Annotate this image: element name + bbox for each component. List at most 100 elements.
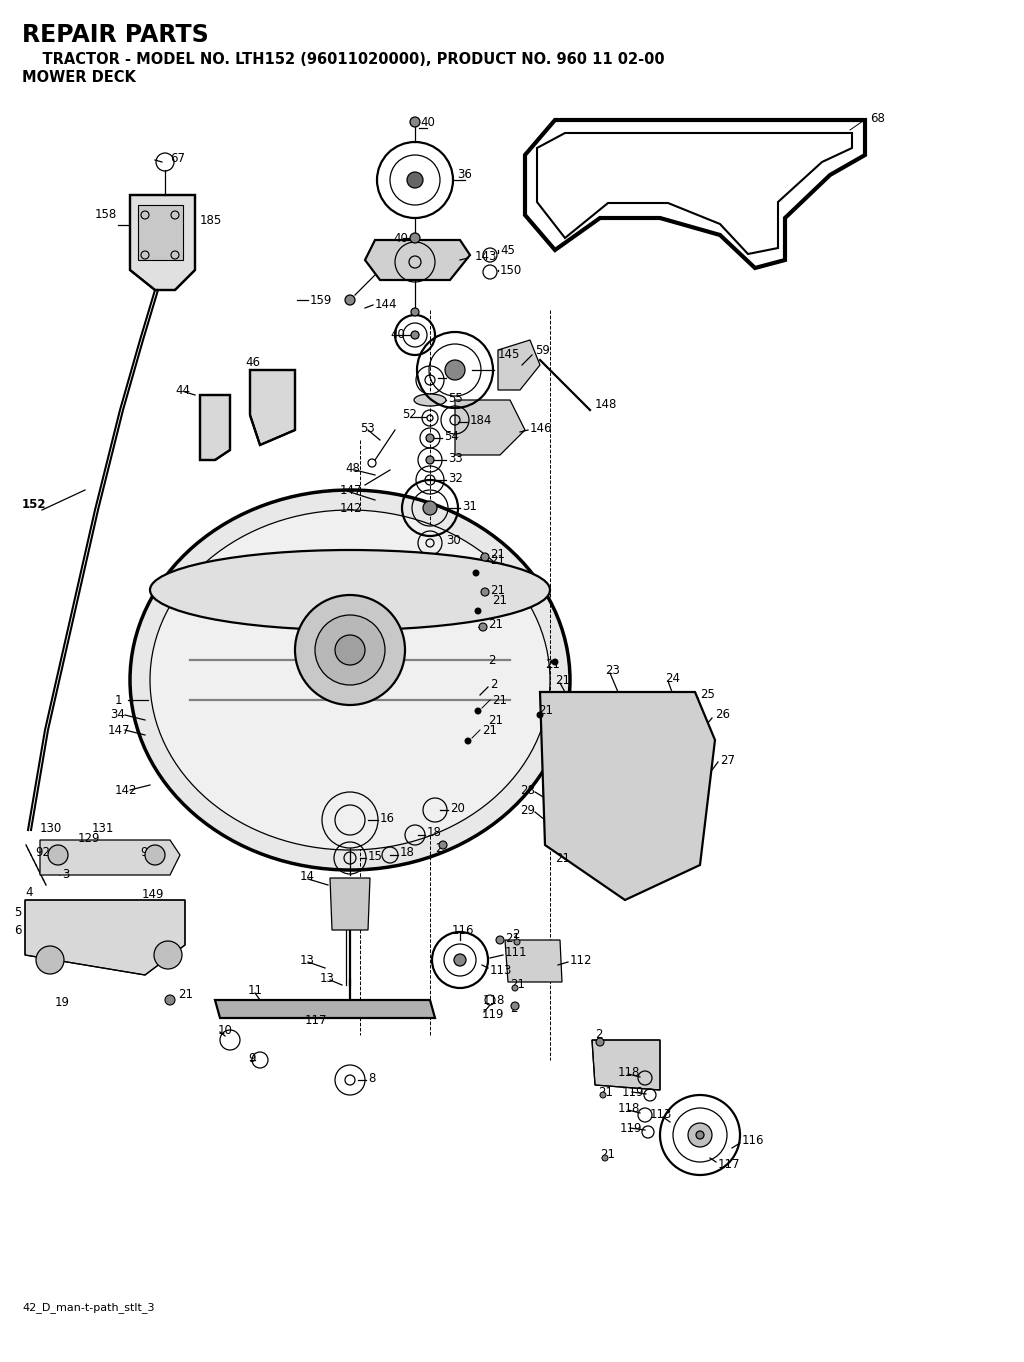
Text: 9: 9: [248, 1051, 256, 1065]
Bar: [138, 206, 183, 260]
Text: 14: 14: [300, 870, 315, 884]
Circle shape: [407, 172, 423, 188]
Text: 18: 18: [427, 827, 442, 839]
Text: 36: 36: [457, 169, 472, 181]
Text: 56: 56: [449, 369, 463, 381]
Circle shape: [537, 712, 543, 718]
Text: 21: 21: [505, 932, 520, 944]
Text: 40: 40: [390, 328, 404, 342]
Text: 33: 33: [449, 451, 463, 464]
Text: 144: 144: [375, 298, 397, 312]
Text: 159: 159: [310, 293, 333, 306]
Circle shape: [345, 296, 355, 305]
Text: 142: 142: [115, 783, 137, 797]
Text: 2: 2: [490, 678, 498, 692]
Text: 21: 21: [178, 989, 193, 1001]
Text: 6: 6: [14, 923, 22, 937]
Text: 185: 185: [200, 214, 222, 226]
Circle shape: [481, 588, 489, 597]
Polygon shape: [130, 195, 195, 290]
Text: 13: 13: [319, 971, 335, 985]
Text: 147: 147: [108, 723, 130, 737]
Circle shape: [512, 985, 518, 992]
Text: 119: 119: [482, 1008, 505, 1022]
Text: 21: 21: [510, 978, 525, 992]
Polygon shape: [498, 340, 540, 390]
Text: 8: 8: [368, 1072, 376, 1084]
Text: MOWER DECK: MOWER DECK: [22, 69, 136, 84]
Text: 21: 21: [492, 594, 507, 606]
Circle shape: [600, 1092, 606, 1098]
Text: 48: 48: [345, 462, 359, 474]
Circle shape: [295, 595, 406, 706]
Text: 21: 21: [490, 549, 505, 561]
Text: 1: 1: [115, 693, 123, 707]
Text: 55: 55: [449, 391, 463, 405]
Circle shape: [145, 844, 165, 865]
Polygon shape: [592, 1041, 660, 1090]
Text: 46: 46: [245, 355, 260, 369]
Circle shape: [410, 117, 420, 127]
Circle shape: [475, 607, 481, 614]
Text: 19: 19: [55, 996, 70, 1008]
Text: 67: 67: [170, 151, 185, 165]
Circle shape: [602, 1155, 608, 1160]
Ellipse shape: [414, 394, 446, 406]
Text: 118: 118: [483, 993, 506, 1007]
Text: 158: 158: [95, 208, 118, 222]
Text: 44: 44: [175, 384, 190, 396]
Text: 116: 116: [452, 923, 474, 937]
Circle shape: [552, 659, 558, 665]
Polygon shape: [200, 395, 230, 460]
Circle shape: [696, 1130, 705, 1139]
Text: 16: 16: [380, 812, 395, 824]
Text: 28: 28: [520, 783, 535, 797]
Text: 4: 4: [25, 887, 33, 899]
Text: 184: 184: [470, 414, 493, 426]
Text: REPAIR PARTS: REPAIR PARTS: [22, 23, 209, 48]
Text: 21: 21: [482, 723, 497, 737]
Circle shape: [688, 1124, 712, 1147]
Circle shape: [335, 635, 365, 665]
Text: 3: 3: [62, 869, 70, 881]
Text: 111: 111: [505, 945, 527, 959]
Circle shape: [481, 553, 489, 561]
Circle shape: [154, 941, 182, 968]
Text: 32: 32: [449, 471, 463, 485]
Text: 21: 21: [598, 1086, 613, 1099]
Polygon shape: [540, 692, 715, 900]
Text: 21: 21: [555, 673, 570, 686]
Text: 149: 149: [142, 888, 165, 902]
Text: 18: 18: [400, 847, 415, 859]
Text: 2: 2: [510, 1001, 517, 1015]
Text: 119: 119: [622, 1086, 644, 1099]
Text: 27: 27: [720, 753, 735, 767]
Polygon shape: [455, 400, 525, 455]
Text: 142: 142: [340, 501, 362, 515]
Circle shape: [426, 456, 434, 464]
Text: 2: 2: [488, 654, 496, 666]
Text: 40: 40: [393, 232, 408, 245]
Text: 21: 21: [490, 553, 505, 567]
Text: 21: 21: [488, 714, 503, 726]
Text: 146: 146: [530, 421, 553, 434]
Text: 20: 20: [450, 801, 465, 814]
Text: 52: 52: [402, 409, 417, 421]
Text: 5: 5: [14, 906, 22, 918]
Circle shape: [410, 233, 420, 242]
Text: 11: 11: [248, 983, 263, 997]
Text: 30: 30: [446, 534, 461, 548]
Text: 26: 26: [715, 708, 730, 722]
Text: 21: 21: [492, 693, 507, 707]
Circle shape: [36, 947, 63, 974]
Text: 2: 2: [435, 842, 442, 854]
Text: 117: 117: [305, 1013, 328, 1027]
Text: 21: 21: [600, 1148, 615, 1162]
Text: 113: 113: [490, 963, 512, 977]
Polygon shape: [505, 940, 562, 982]
Text: 42_D_man-t-path_stlt_3: 42_D_man-t-path_stlt_3: [22, 1302, 155, 1313]
Text: 54: 54: [444, 429, 459, 443]
Text: 143: 143: [475, 251, 498, 263]
Circle shape: [479, 622, 487, 631]
Circle shape: [439, 840, 447, 849]
